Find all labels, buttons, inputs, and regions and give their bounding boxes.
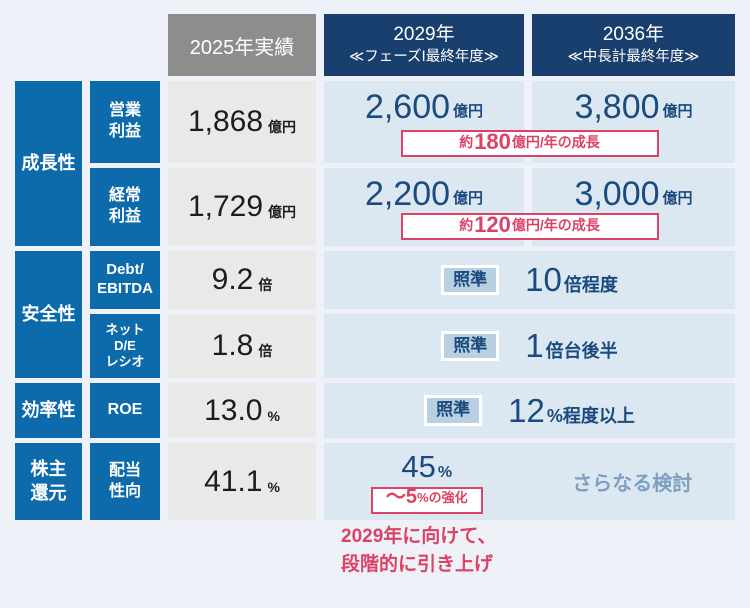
- actual-ordinary-profit-unit: 億円: [268, 204, 297, 220]
- target-dividend-payout-2029-unit: %: [437, 464, 453, 481]
- aim-badge-net-de: 照準: [441, 330, 500, 362]
- category-efficiency: 効率性: [15, 383, 82, 438]
- target-dividend-payout-2029: 45 % 〜5 %の強化: [324, 443, 530, 520]
- actual-operating-profit: 1,868 億円: [168, 81, 316, 163]
- kpi-table: 2025年実績 2029年 ≪フェーズⅠ最終年度≫ 2036年 ≪中長計最終年度…: [15, 14, 735, 520]
- actual-debt-ebitda-value: 9.2: [211, 263, 254, 296]
- column-header-2029: 2029年 ≪フェーズⅠ最終年度≫: [324, 14, 524, 76]
- growth-operating-prefix: 約: [459, 134, 474, 150]
- target-debt-ebitda: 照準 10 倍程度: [324, 251, 735, 309]
- target-operating-profit-2029-value: 2,600: [364, 88, 451, 126]
- dividend-strengthen-value: 〜5: [385, 486, 418, 509]
- growth-operating-value: 180: [474, 129, 511, 154]
- category-shareholder-return: 株主 還元: [15, 443, 82, 520]
- actual-dividend-payout: 41.1 %: [168, 443, 316, 520]
- column-header-2029-year: 2029年: [393, 24, 455, 46]
- target-dividend-payout: 45 % 〜5 %の強化 さらなる検討: [324, 443, 735, 520]
- target-debt-ebitda-value: 10: [525, 261, 562, 298]
- target-net-de-ratio: 照準 1 倍台後半: [324, 314, 735, 378]
- target-roe-value: 12: [508, 391, 545, 429]
- target-debt-ebitda-suffix: 倍程度: [563, 275, 618, 295]
- metric-net-de-ratio: ネット D/E レシオ: [90, 314, 160, 378]
- target-dividend-payout-2036: さらなる検討: [572, 473, 693, 495]
- aim-badge-roe: 照準: [424, 395, 483, 426]
- actual-roe: 13.0 %: [168, 383, 316, 438]
- actual-roe-unit: %: [267, 407, 280, 424]
- target-net-de-suffix: 倍台後半: [545, 341, 618, 361]
- growth-ordinary-value: 120: [474, 212, 511, 237]
- actual-net-de-ratio: 1.8 倍: [168, 314, 316, 378]
- growth-annotation-operating-profit: 約 180 億円/年の成長: [400, 129, 659, 157]
- metric-dividend-payout: 配当 性向: [90, 443, 160, 520]
- growth-operating-suffix: 億円/年の成長: [511, 134, 600, 150]
- column-header-2036-year: 2036年: [602, 24, 665, 46]
- column-header-2036-subtitle: ≪中長計最終年度≫: [567, 49, 700, 66]
- target-ordinary-profit-2036-value: 3,000: [574, 175, 660, 213]
- metric-debt-ebitda: Debt/ EBITDA: [90, 251, 160, 309]
- actual-roe-value: 13.0: [204, 393, 263, 427]
- growth-ordinary-suffix: 億円/年の成長: [511, 217, 600, 233]
- target-net-de-value: 1: [525, 327, 544, 364]
- actual-ordinary-profit-value: 1,729: [187, 190, 264, 223]
- target-roe-suffix: %程度以上: [546, 405, 635, 426]
- column-header-2029-subtitle: ≪フェーズⅠ最終年度≫: [349, 49, 499, 66]
- category-safety: 安全性: [15, 251, 82, 378]
- actual-operating-profit-unit: 億円: [268, 119, 297, 135]
- actual-operating-profit-value: 1,868: [187, 105, 264, 138]
- target-dividend-payout-2029-value: 45: [401, 449, 436, 484]
- actual-debt-ebitda: 9.2 倍: [168, 251, 316, 309]
- target-ordinary-profit-2029-unit: 億円: [453, 190, 484, 208]
- dividend-strengthen-annotation: 〜5 %の強化: [370, 486, 483, 515]
- growth-annotation-ordinary-profit: 約 120 億円/年の成長: [400, 212, 659, 240]
- actual-net-de-ratio-unit: 倍: [258, 343, 273, 359]
- actual-debt-ebitda-unit: 倍: [258, 277, 273, 293]
- target-operating-profit-2036-unit: 億円: [662, 103, 693, 121]
- target-roe: 照準 12 %程度以上: [324, 383, 735, 438]
- actual-ordinary-profit: 1,729 億円: [168, 168, 316, 246]
- column-header-2036: 2036年 ≪中長計最終年度≫: [532, 14, 735, 76]
- column-header-2025-label: 2025年実績: [189, 36, 295, 59]
- target-ordinary-profit-2029-value: 2,200: [364, 175, 451, 213]
- metric-roe: ROE: [90, 383, 160, 438]
- target-operating-profit-2029-unit: 億円: [453, 103, 484, 121]
- aim-badge-debt-ebitda: 照準: [441, 264, 500, 296]
- metric-operating-profit: 営業 利益: [90, 81, 160, 163]
- dividend-stepup-note: 2029年に向けて、 段階的に引き上げ: [341, 526, 497, 575]
- metric-ordinary-profit: 経常 利益: [90, 168, 160, 246]
- category-growth: 成長性: [15, 81, 82, 246]
- actual-net-de-ratio-value: 1.8: [211, 329, 254, 362]
- column-header-2025-actual: 2025年実績: [168, 14, 316, 76]
- dividend-strengthen-suffix: %の強化: [417, 490, 468, 506]
- target-ordinary-profit-2036-unit: 億円: [662, 190, 693, 208]
- actual-dividend-payout-unit: %: [267, 478, 280, 495]
- actual-dividend-payout-value: 41.1: [204, 464, 263, 498]
- target-operating-profit-2036-value: 3,800: [574, 88, 660, 126]
- growth-ordinary-prefix: 約: [459, 217, 474, 233]
